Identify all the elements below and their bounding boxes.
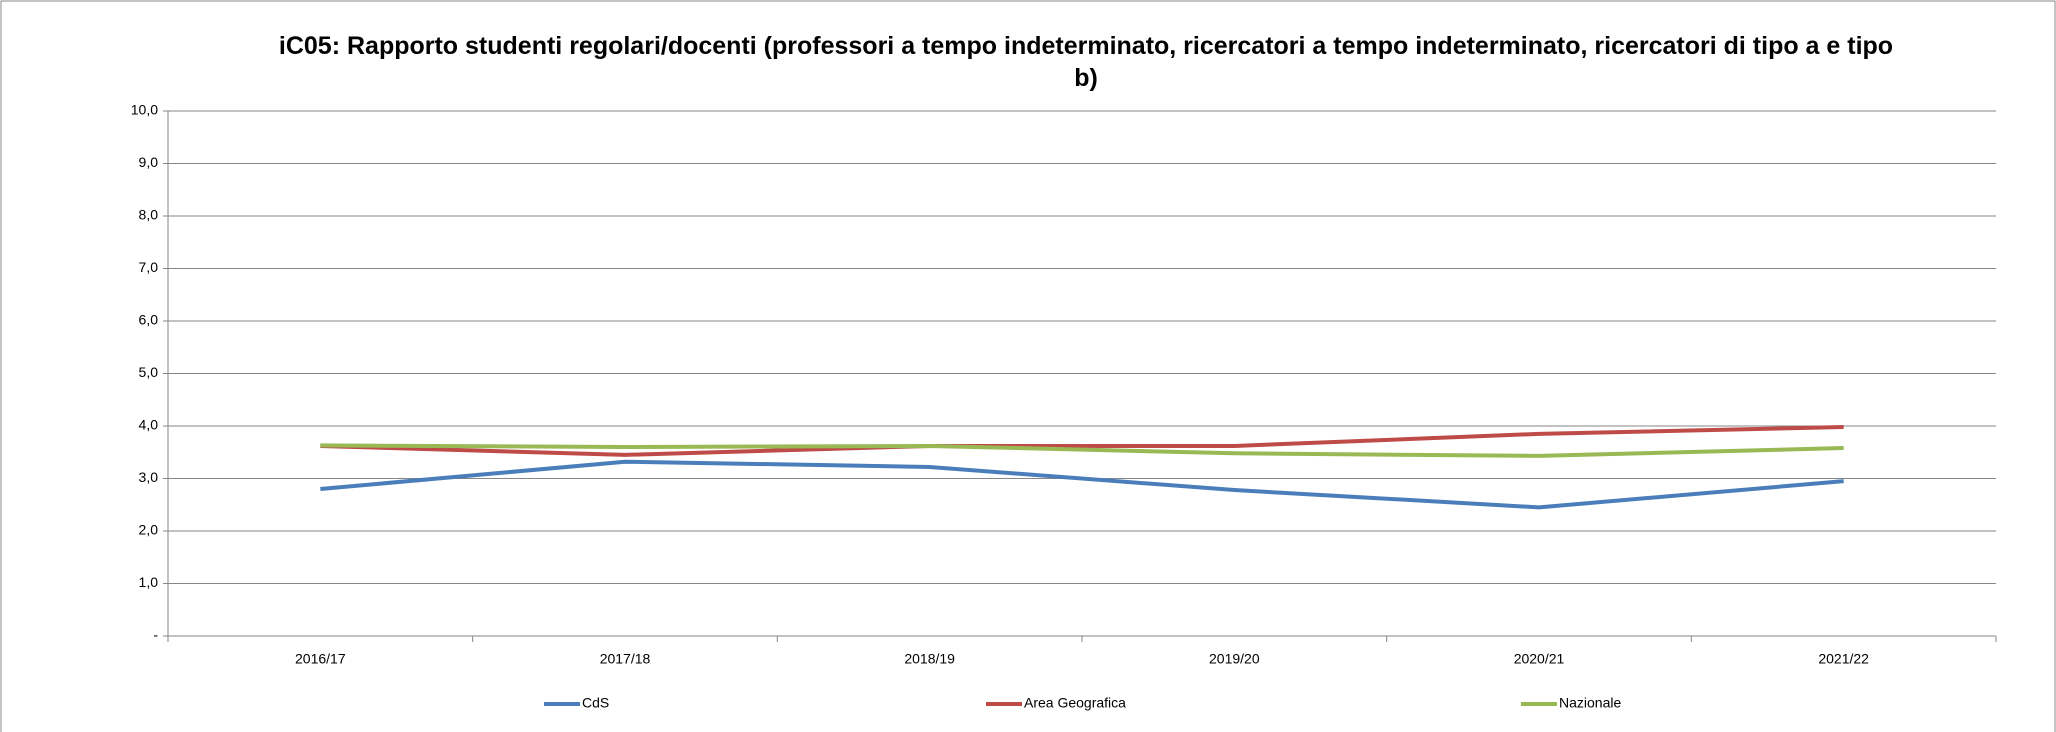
y-tick-label: 9,0 [139, 154, 159, 170]
y-tick-label: 7,0 [139, 259, 159, 275]
legend-label: Area Geografica [1024, 695, 1126, 711]
x-tick-label: 2018/19 [904, 651, 955, 667]
y-tick-label: 6,0 [139, 312, 159, 328]
series-line [320, 425, 1844, 457]
x-tick-label: 2020/21 [1514, 651, 1565, 667]
legend-label: Nazionale [1559, 695, 1621, 711]
x-tick-label: 2019/20 [1209, 651, 1260, 667]
y-tick-label: 3,0 [139, 469, 159, 485]
x-tick-label: 2021/22 [1818, 651, 1869, 667]
series-line [320, 459, 1844, 510]
legend-label: CdS [582, 695, 609, 711]
y-tick-label: 4,0 [139, 417, 159, 433]
y-tick-label: 1,0 [139, 574, 159, 590]
y-tick-label: 2,0 [139, 522, 159, 538]
series-line [320, 443, 1844, 458]
x-tick-label: 2017/18 [600, 651, 651, 667]
y-tick-label: 8,0 [139, 207, 159, 223]
y-tick-label: 10,0 [131, 102, 158, 118]
y-tick-label: 5,0 [139, 364, 159, 380]
chart-title: iC05: Rapporto studenti regolari/docenti… [278, 32, 1894, 92]
y-tick-label: - [153, 627, 158, 643]
x-tick-label: 2016/17 [295, 651, 346, 667]
